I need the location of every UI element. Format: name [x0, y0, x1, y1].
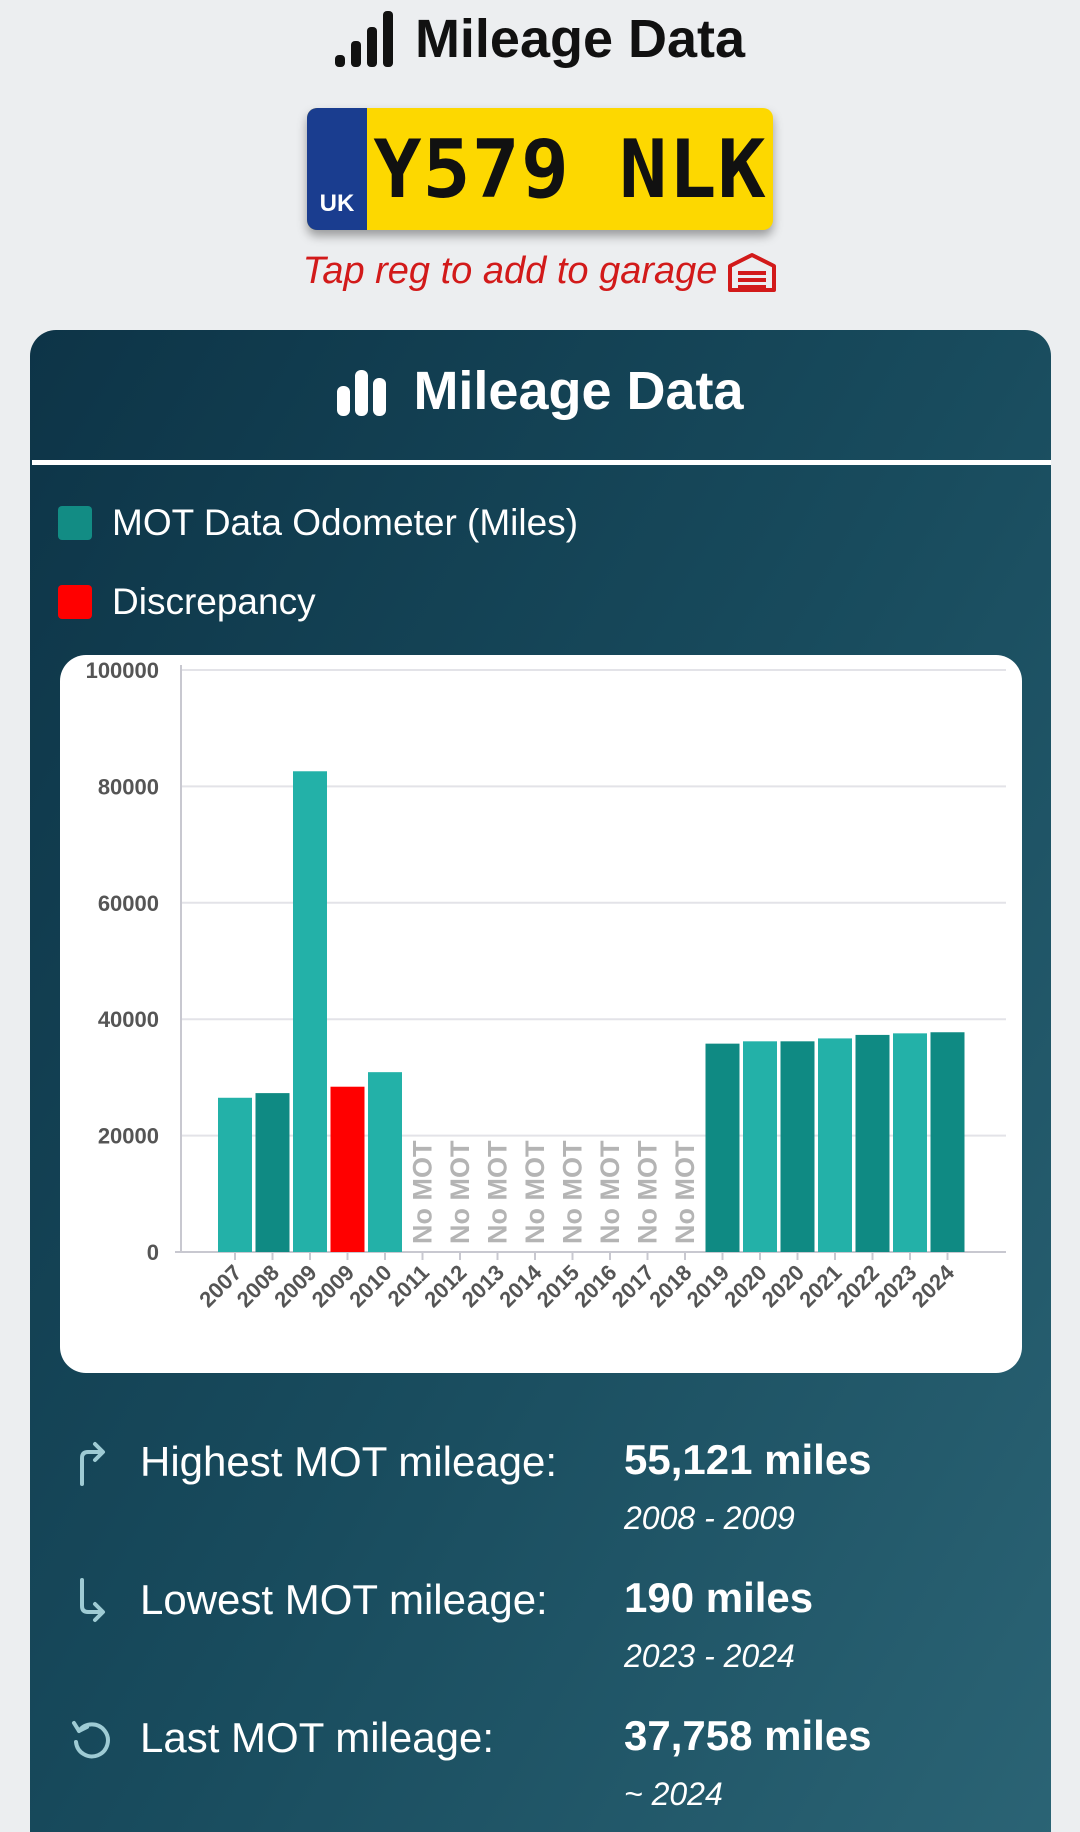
x-tick-label: 2013 — [457, 1260, 509, 1312]
x-tick-label: 2023 — [869, 1260, 921, 1312]
odometer-bar — [930, 1032, 965, 1252]
discrepancy-bar — [330, 1086, 365, 1252]
x-tick-label: 2011 — [383, 1260, 434, 1311]
odometer-bar — [780, 1041, 815, 1252]
x-tick-label: 2019 — [682, 1260, 734, 1312]
mileage-chart-svg: 0200004000060000800001000002007200820092… — [86, 658, 1006, 1312]
x-tick-label: 2022 — [832, 1260, 884, 1312]
stat-lowest-value: 190 miles — [624, 1574, 814, 1621]
card-title-text: Mileage Data — [413, 361, 744, 421]
legend-item-discrepancy[interactable]: Discrepancy — [58, 581, 316, 623]
x-tick-label: 2015 — [532, 1260, 584, 1312]
x-tick-label: 2018 — [644, 1260, 696, 1312]
stat-last-value: 37,758 miles — [624, 1712, 872, 1759]
add-to-garage-link[interactable]: Tap reg to add to garage — [0, 250, 1080, 293]
odometer-bar — [218, 1097, 252, 1252]
y-tick-label: 20000 — [98, 1124, 159, 1149]
no-mot-label: No MOT — [670, 1140, 700, 1244]
no-mot-label: No MOT — [595, 1140, 625, 1244]
plate-registration: Y579 NLK — [373, 122, 767, 216]
y-tick-label: 0 — [147, 1240, 159, 1265]
x-tick-label: 2024 — [907, 1259, 960, 1312]
stat-highest: Highest MOT mileage: 55,121 miles 2008 -… — [70, 1430, 1030, 1560]
no-mot-label: No MOT — [520, 1140, 550, 1244]
page-title-text: Mileage Data — [414, 9, 746, 69]
no-mot-label: No MOT — [483, 1140, 513, 1244]
x-tick-label: 2020 — [757, 1260, 809, 1312]
odometer-bar — [255, 1093, 290, 1252]
no-mot-label: No MOT — [408, 1140, 438, 1244]
garage-icon — [728, 252, 777, 292]
y-tick-label: 40000 — [98, 1007, 159, 1032]
x-tick-label: 2012 — [419, 1260, 471, 1312]
no-mot-label: No MOT — [633, 1140, 663, 1244]
garage-hint-text: Tap reg to add to garage — [302, 250, 718, 292]
registration-plate[interactable]: UK Y579 NLK — [307, 108, 773, 230]
odometer-bar — [743, 1041, 777, 1252]
mileage-chart: 0 20000 40000 60000 80000 100000 2007 2008 2009 2… — [60, 655, 1022, 1373]
x-tick-label: 2010 — [344, 1260, 396, 1312]
arrow-down-icon — [80, 1578, 105, 1622]
odometer-bar — [893, 1033, 927, 1252]
stat-last: Last MOT mileage: 37,758 miles ~ 2024 — [70, 1706, 1030, 1832]
no-mot-label: No MOT — [558, 1140, 588, 1244]
arrow-up-icon — [80, 1442, 105, 1486]
y-tick-label: 60000 — [98, 891, 159, 916]
legend-label-discrepancy: Discrepancy — [112, 581, 316, 622]
odometer-bar — [855, 1034, 890, 1252]
y-tick-label: 100000 — [86, 658, 159, 683]
signal-bars-icon — [334, 11, 393, 67]
legend-label-odometer: MOT Data Odometer (Miles) — [112, 502, 579, 543]
x-tick-label: 2016 — [569, 1260, 621, 1312]
stat-last-label: Last MOT mileage: — [140, 1714, 495, 1761]
plate-country-band: UK — [307, 108, 367, 230]
history-icon — [72, 1721, 110, 1759]
legend-item-odometer[interactable]: MOT Data Odometer (Miles) — [58, 502, 578, 544]
x-tick-label: 2009 — [307, 1260, 359, 1312]
stat-highest-range: 2008 - 2009 — [624, 1500, 795, 1536]
y-tick-label: 80000 — [98, 774, 159, 799]
odometer-bar — [818, 1038, 852, 1252]
card-divider — [32, 460, 1051, 465]
odometer-bar — [368, 1072, 402, 1252]
x-tick-label: 2007 — [194, 1260, 246, 1312]
legend-swatch-discrepancy — [58, 585, 92, 619]
legend-swatch-odometer — [58, 506, 92, 540]
plate-country: UK — [319, 190, 355, 217]
stat-highest-value: 55,121 miles — [624, 1436, 872, 1483]
stat-last-date: ~ 2024 — [624, 1776, 723, 1812]
stat-lowest-label: Lowest MOT mileage: — [140, 1576, 548, 1623]
x-tick-label: 2021 — [794, 1260, 846, 1312]
no-mot-label: No MOT — [445, 1140, 475, 1244]
stat-highest-label: Highest MOT mileage: — [140, 1438, 558, 1485]
x-tick-label: 2009 — [269, 1260, 321, 1312]
stat-lowest: Lowest MOT mileage: 190 miles 2023 - 202… — [70, 1568, 1030, 1698]
x-tick-label: 2020 — [719, 1260, 771, 1312]
page-title: Mileage Data — [0, 8, 1080, 70]
odometer-bar — [705, 1043, 740, 1252]
stat-lowest-range: 2023 - 2024 — [624, 1638, 795, 1674]
card-title: Mileage Data — [30, 360, 1051, 422]
mileage-card: Mileage Data MOT Data Odometer (Miles) D… — [30, 330, 1051, 1832]
x-tick-label: 2008 — [232, 1260, 284, 1312]
odometer-bar — [293, 771, 327, 1252]
bar-chart-icon — [337, 370, 387, 416]
x-tick-label: 2017 — [607, 1260, 659, 1312]
